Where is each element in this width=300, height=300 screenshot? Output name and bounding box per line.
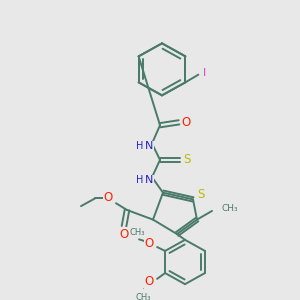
Text: CH₃: CH₃: [129, 228, 145, 237]
Text: H: H: [136, 141, 144, 152]
Text: CH₃: CH₃: [135, 292, 151, 300]
Text: O: O: [145, 237, 154, 250]
Text: O: O: [103, 191, 112, 204]
Text: N: N: [145, 141, 153, 152]
Text: O: O: [145, 275, 154, 288]
Text: O: O: [182, 116, 190, 129]
Text: N: N: [145, 175, 153, 185]
Text: O: O: [119, 228, 129, 241]
Text: S: S: [183, 153, 191, 167]
Text: S: S: [197, 188, 205, 201]
Text: CH₃: CH₃: [221, 203, 238, 212]
Text: I: I: [203, 68, 206, 78]
Text: H: H: [136, 175, 144, 185]
